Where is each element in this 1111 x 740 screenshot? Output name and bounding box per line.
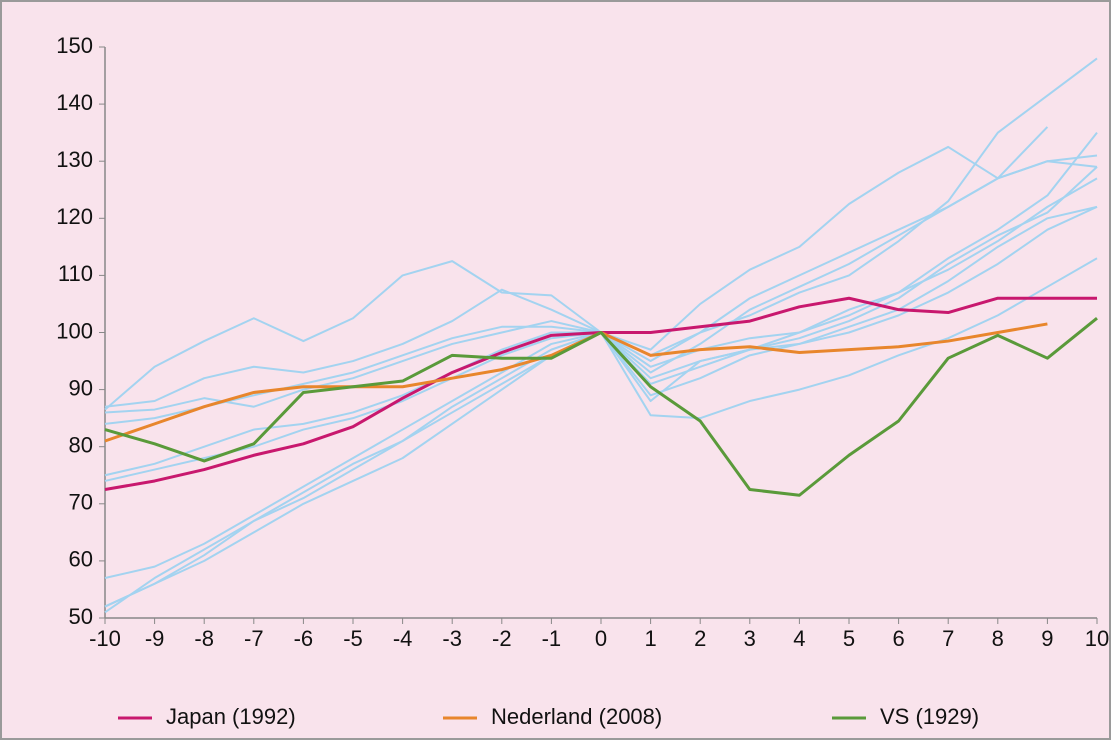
y-tick-label: 110 (58, 261, 93, 286)
y-tick-label: 140 (56, 90, 93, 115)
x-tick-label: -5 (343, 626, 363, 651)
x-tick-label: 6 (892, 626, 904, 651)
series-line (104, 317, 1098, 497)
x-tick-label: -7 (244, 626, 264, 651)
y-tick-label: 90 (69, 375, 93, 400)
x-tick-label: 7 (942, 626, 954, 651)
x-tick-label: 3 (744, 626, 756, 651)
x-tick-label: 4 (793, 626, 805, 651)
y-tick-label: 50 (69, 604, 93, 629)
x-tick-label: -10 (89, 626, 121, 651)
legend-label: VS (1929) (880, 704, 979, 729)
legend-label: Nederland (2008) (491, 704, 662, 729)
y-tick-label: 130 (56, 147, 93, 172)
x-tick-label: -9 (145, 626, 165, 651)
x-tick-label: 9 (1041, 626, 1053, 651)
y-tick-label: 80 (69, 433, 93, 458)
x-tick-label: -6 (294, 626, 314, 651)
x-tick-label: -1 (542, 626, 562, 651)
y-tick-label: 60 (69, 547, 93, 572)
y-tick-label: 70 (69, 490, 93, 515)
x-tick-label: 1 (644, 626, 656, 651)
x-tick-label: -2 (492, 626, 512, 651)
x-tick-label: -3 (442, 626, 462, 651)
series-line (104, 126, 1049, 414)
y-tick-label: 150 (56, 33, 93, 58)
y-tick-label: 120 (56, 204, 93, 229)
x-tick-label: -8 (194, 626, 214, 651)
x-tick-label: 2 (694, 626, 706, 651)
x-tick-label: 8 (992, 626, 1004, 651)
legend-label: Japan (1992) (166, 704, 296, 729)
x-tick-label: 5 (843, 626, 855, 651)
y-tick-label: 100 (56, 318, 93, 343)
x-tick-label: -4 (393, 626, 413, 651)
x-tick-label: 10 (1085, 626, 1109, 651)
x-tick-label: 0 (595, 626, 607, 651)
